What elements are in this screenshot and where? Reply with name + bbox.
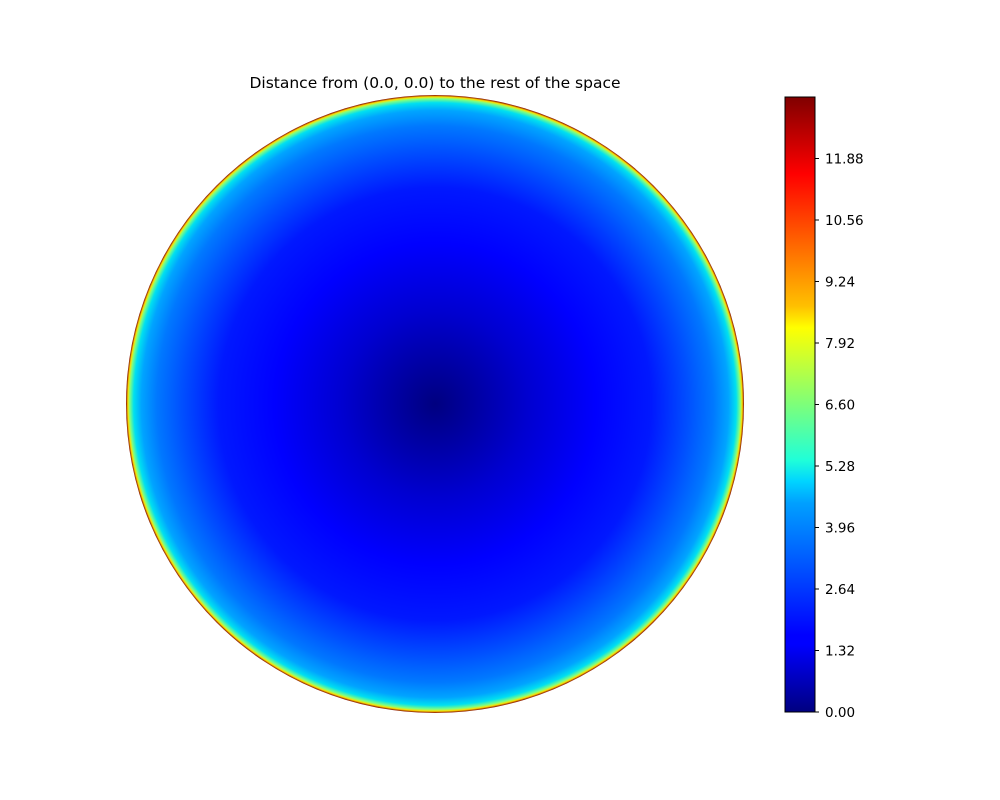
colorbar-tick-label: 1.32 <box>825 644 855 660</box>
colorbar: 0.00 1.32 2.64 3.96 5.28 6.60 7.92 9.24 10.56 11.… <box>784 96 864 721</box>
colorbar-tick-label: 11.88 <box>825 152 864 168</box>
colorbar-tick-label: 0.00 <box>825 705 855 721</box>
distance-disk <box>126 95 744 713</box>
colorbar-tick-label: 5.28 <box>825 459 855 475</box>
colorbar-tick-label: 9.24 <box>825 275 855 291</box>
colorbar-tick-label: 3.96 <box>825 521 855 537</box>
colorbar-tick-label: 2.64 <box>825 582 855 598</box>
colorbar-tick-label: 7.92 <box>825 336 855 352</box>
colorbar-gradient <box>785 97 815 712</box>
chart-title: Distance from (0.0, 0.0) to the rest of … <box>249 74 620 92</box>
colorbar-ticks: 0.00 1.32 2.64 3.96 5.28 6.60 7.92 9.24 10.56 11.… <box>815 152 864 721</box>
colorbar-tick-label: 6.60 <box>825 398 855 414</box>
colorbar-tick-label: 10.56 <box>825 213 864 229</box>
heatmap-plot <box>126 95 744 713</box>
